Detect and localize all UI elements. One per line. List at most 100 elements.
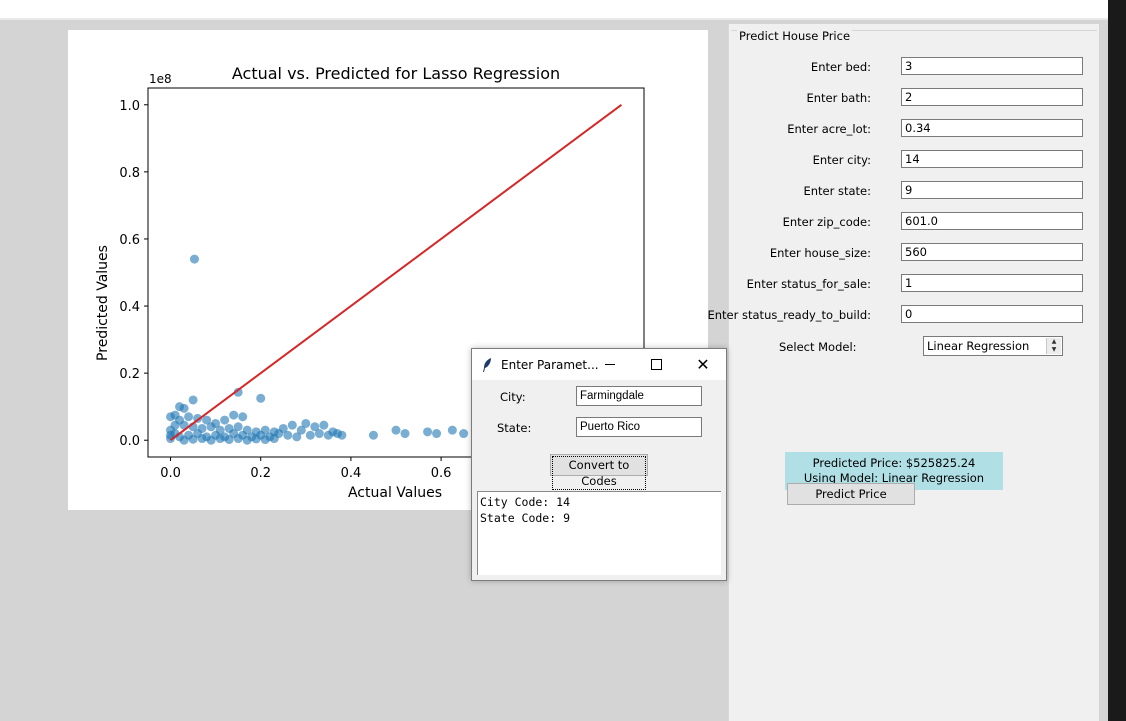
bath-label: Enter bath: — [806, 91, 871, 105]
dialog-state-label: State: — [497, 421, 532, 435]
data-point — [233, 422, 243, 432]
maximize-button[interactable] — [633, 349, 679, 380]
field-row-zip-code: Enter zip_code: — [729, 212, 1099, 234]
data-point — [256, 393, 266, 403]
dialog-state-input[interactable] — [576, 417, 702, 437]
data-point — [292, 432, 302, 442]
data-point — [260, 435, 270, 445]
y-tick-label: 0.6 — [119, 233, 140, 248]
data-point — [197, 434, 207, 444]
minimize-icon — [605, 364, 615, 365]
data-point — [432, 429, 442, 439]
y-axis-label: Predicted Values — [95, 245, 111, 361]
house-size-label: Enter house_size: — [769, 246, 871, 260]
zip-code-label: Enter zip_code: — [782, 215, 871, 229]
data-point — [310, 422, 320, 432]
data-point — [283, 430, 293, 440]
status-ready-label: Enter status_ready_to_build: — [707, 308, 871, 322]
data-point — [170, 420, 180, 430]
field-row-bed: Enter bed: — [729, 57, 1099, 79]
city-label: Enter city: — [812, 153, 871, 167]
predict-price-button[interactable]: Predict Price — [787, 483, 915, 505]
bath-input[interactable] — [901, 88, 1083, 106]
state-label: Enter state: — [803, 184, 871, 198]
field-row-status-for-sale: Enter status_for_sale: — [729, 274, 1099, 296]
acre-lot-label: Enter acre_lot: — [787, 122, 871, 136]
codes-output[interactable]: City Code: 14 State Code: 9 — [477, 491, 721, 575]
field-row-acre-lot: Enter acre_lot: — [729, 119, 1099, 141]
feather-icon — [483, 358, 491, 372]
convert-to-codes-button[interactable]: Convert to Codes — [550, 454, 648, 490]
city-code-line: City Code: 14 — [480, 495, 571, 509]
data-point — [319, 420, 329, 430]
x-tick-label: 0.4 — [341, 466, 362, 481]
status-for-sale-input[interactable] — [901, 274, 1083, 292]
spin-arrows: ▲ ▼ — [1046, 338, 1061, 354]
data-point — [206, 435, 216, 445]
enter-parameters-dialog: Enter Paramet... ✕ City: State: Convert … — [471, 348, 727, 581]
close-button[interactable]: ✕ — [680, 349, 726, 380]
x-tick-label: 0.2 — [250, 466, 271, 481]
dialog-titlebar[interactable]: Enter Paramet... ✕ — [472, 349, 726, 380]
data-point — [188, 395, 198, 405]
chart-title: Actual vs. Predicted for Lasso Regressio… — [232, 64, 560, 83]
x-tick-label: 0.6 — [431, 466, 452, 481]
bed-label: Enter bed: — [810, 60, 871, 74]
y-tick-label: 0.4 — [119, 300, 140, 315]
x-tick-label: 0.0 — [160, 466, 181, 481]
data-point — [332, 429, 342, 439]
dialog-title: Enter Paramet... — [501, 358, 599, 372]
data-point — [423, 427, 433, 437]
data-point — [202, 415, 212, 425]
y-tick-label: 0.8 — [119, 166, 140, 181]
acre-lot-input[interactable] — [901, 119, 1083, 137]
data-point — [189, 254, 199, 264]
data-point — [368, 430, 378, 440]
y-offset-text: 1e8 — [149, 72, 172, 86]
data-point — [287, 420, 297, 430]
model-spinbox-value[interactable]: Linear Regression — [927, 339, 1030, 353]
toolbar-divider — [0, 18, 1108, 20]
data-point — [251, 434, 261, 444]
y-tick-label: 0.2 — [119, 367, 140, 382]
data-point — [323, 430, 333, 440]
axes-frame — [147, 87, 645, 458]
field-row-status-ready: Enter status_ready_to_build: — [707, 305, 1099, 327]
status-ready-input[interactable] — [901, 305, 1083, 323]
zip-code-input[interactable] — [901, 212, 1083, 230]
data-point — [314, 429, 324, 439]
field-row-bath: Enter bath: — [729, 88, 1099, 110]
window-edge — [1108, 0, 1126, 721]
data-point — [233, 434, 243, 444]
data-point — [459, 429, 469, 439]
bed-input[interactable] — [901, 57, 1083, 75]
maximize-icon — [650, 359, 662, 370]
predicted-price-text: Predicted Price: $525825.24 — [812, 456, 976, 470]
data-point — [296, 425, 306, 435]
data-point — [242, 435, 252, 445]
house-size-input[interactable] — [901, 243, 1083, 261]
state-code-line: State Code: 9 — [480, 511, 571, 525]
used-model-text: Using Model: Linear Regression — [803, 471, 985, 485]
data-point — [184, 412, 194, 422]
x-axis-label: Actual Values — [348, 485, 442, 501]
model-spinbox[interactable]: Linear Regression ▲ ▼ — [923, 336, 1063, 356]
model-select-label: Select Model: — [779, 340, 857, 354]
data-point — [400, 429, 410, 439]
panel-title: Predict House Price — [737, 29, 853, 43]
close-icon: ✕ — [696, 354, 710, 374]
plot-area: 0.0 0.2 0.4 0.6 0.0 0.2 0.4 0.6 0.8 1.0 — [119, 87, 645, 481]
minimize-button[interactable] — [587, 349, 633, 380]
state-input[interactable] — [901, 181, 1083, 199]
city-input[interactable] — [901, 150, 1083, 168]
spin-down-icon[interactable]: ▼ — [1047, 346, 1061, 354]
data-point — [229, 410, 239, 420]
data-point — [269, 434, 279, 444]
data-point — [233, 387, 243, 397]
scatter-chart: Actual vs. Predicted for Lasso Regressio… — [95, 64, 645, 501]
dialog-city-input[interactable] — [576, 386, 702, 406]
y-tick-label: 1.0 — [119, 99, 140, 114]
predict-panel: Predict House Price Enter bed: Enter bat… — [707, 24, 1099, 721]
data-point — [301, 418, 311, 428]
reference-line — [169, 103, 623, 442]
